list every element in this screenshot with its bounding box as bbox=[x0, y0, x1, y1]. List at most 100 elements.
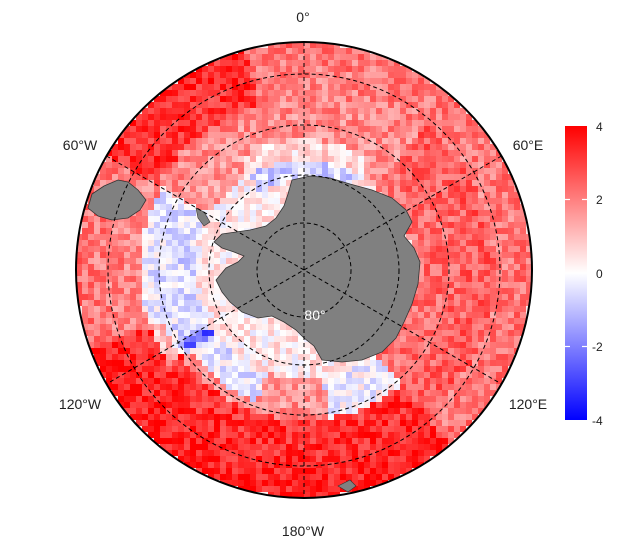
field-cell bbox=[442, 180, 448, 186]
field-cell bbox=[112, 282, 118, 288]
field-cell bbox=[232, 384, 238, 390]
field-cell bbox=[148, 336, 154, 342]
field-cell bbox=[430, 240, 436, 246]
field-cell bbox=[394, 138, 400, 144]
field-cell bbox=[184, 180, 190, 186]
field-cell bbox=[514, 288, 520, 294]
field-cell bbox=[322, 132, 328, 138]
field-cell bbox=[214, 78, 220, 84]
field-cell bbox=[280, 54, 286, 60]
field-cell bbox=[160, 270, 166, 276]
field-cell bbox=[298, 156, 304, 162]
field-cell bbox=[268, 318, 274, 324]
field-cell bbox=[424, 138, 430, 144]
field-cell bbox=[100, 360, 106, 366]
field-cell bbox=[214, 348, 220, 354]
field-cell bbox=[472, 186, 478, 192]
field-cell bbox=[238, 78, 244, 84]
field-cell bbox=[190, 138, 196, 144]
field-cell bbox=[328, 456, 334, 462]
field-cell bbox=[418, 378, 424, 384]
field-cell bbox=[106, 300, 112, 306]
field-cell bbox=[76, 264, 82, 270]
field-cell bbox=[430, 426, 436, 432]
field-cell bbox=[118, 348, 124, 354]
field-cell bbox=[142, 114, 148, 120]
field-cell bbox=[280, 468, 286, 474]
field-cell bbox=[94, 252, 100, 258]
field-cell bbox=[160, 282, 166, 288]
field-cell bbox=[466, 318, 472, 324]
field-cell bbox=[280, 402, 286, 408]
field-cell bbox=[316, 48, 322, 54]
field-cell bbox=[298, 132, 304, 138]
field-cell bbox=[400, 438, 406, 444]
field-cell bbox=[160, 396, 166, 402]
field-cell bbox=[406, 378, 412, 384]
field-cell bbox=[118, 288, 124, 294]
field-cell bbox=[304, 126, 310, 132]
field-cell bbox=[424, 294, 430, 300]
field-cell bbox=[430, 138, 436, 144]
field-cell bbox=[322, 90, 328, 96]
field-cell bbox=[364, 402, 370, 408]
field-cell bbox=[112, 360, 118, 366]
field-cell bbox=[202, 306, 208, 312]
field-cell bbox=[190, 252, 196, 258]
field-cell bbox=[298, 72, 304, 78]
field-cell bbox=[466, 330, 472, 336]
field-cell bbox=[214, 210, 220, 216]
field-cell bbox=[454, 240, 460, 246]
field-cell bbox=[490, 390, 496, 396]
field-cell bbox=[310, 492, 316, 498]
field-cell bbox=[322, 60, 328, 66]
field-cell bbox=[508, 210, 514, 216]
field-cell bbox=[178, 396, 184, 402]
field-cell bbox=[196, 246, 202, 252]
field-cell bbox=[370, 54, 376, 60]
field-cell bbox=[106, 270, 112, 276]
field-cell bbox=[400, 360, 406, 366]
field-cell bbox=[118, 252, 124, 258]
field-cell bbox=[490, 348, 496, 354]
field-cell bbox=[250, 390, 256, 396]
field-cell bbox=[412, 396, 418, 402]
field-cell bbox=[400, 414, 406, 420]
field-cell bbox=[238, 324, 244, 330]
field-cell bbox=[382, 144, 388, 150]
field-cell bbox=[406, 396, 412, 402]
field-cell bbox=[418, 420, 424, 426]
field-cell bbox=[490, 384, 496, 390]
field-cell bbox=[484, 282, 490, 288]
field-cell bbox=[412, 432, 418, 438]
field-cell bbox=[340, 102, 346, 108]
field-cell bbox=[466, 354, 472, 360]
field-cell bbox=[232, 402, 238, 408]
field-cell bbox=[94, 336, 100, 342]
field-cell bbox=[136, 174, 142, 180]
field-cell bbox=[370, 180, 376, 186]
field-cell bbox=[202, 336, 208, 342]
field-cell bbox=[514, 216, 520, 222]
field-cell bbox=[274, 48, 280, 54]
field-cell bbox=[208, 204, 214, 210]
field-cell bbox=[334, 438, 340, 444]
field-cell bbox=[454, 288, 460, 294]
field-cell bbox=[286, 120, 292, 126]
field-cell bbox=[160, 336, 166, 342]
field-cell bbox=[466, 180, 472, 186]
field-cell bbox=[466, 174, 472, 180]
field-cell bbox=[406, 360, 412, 366]
field-cell bbox=[376, 420, 382, 426]
field-cell bbox=[226, 126, 232, 132]
field-cell bbox=[196, 114, 202, 120]
field-cell bbox=[412, 354, 418, 360]
field-cell bbox=[436, 354, 442, 360]
field-cell bbox=[430, 252, 436, 258]
field-cell bbox=[466, 270, 472, 276]
field-cell bbox=[268, 90, 274, 96]
field-cell bbox=[256, 378, 262, 384]
field-cell bbox=[220, 132, 226, 138]
field-cell bbox=[172, 306, 178, 312]
field-cell bbox=[178, 426, 184, 432]
